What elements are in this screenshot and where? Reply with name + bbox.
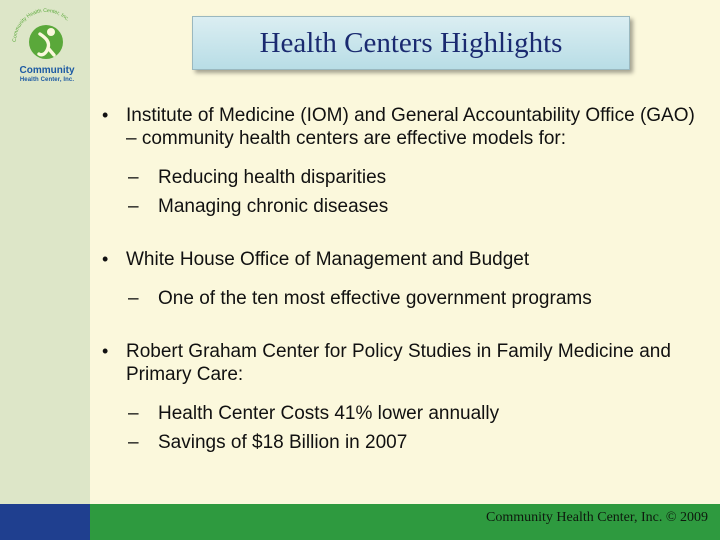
footer-bar	[0, 504, 720, 540]
sub-bullet-item: – Reducing health disparities	[100, 166, 700, 189]
bullet-marker: •	[102, 105, 109, 125]
sub-bullet-item: – Managing chronic diseases	[100, 195, 700, 218]
logo: Community Health Center, Inc.	[6, 8, 86, 92]
logo-name-line2: Health Center, Inc.	[19, 76, 75, 83]
bullet-text: Institute of Medicine (IOM) and General …	[126, 105, 695, 149]
bullet-item: • White House Office of Management and B…	[100, 248, 700, 271]
sub-bullet-marker: –	[128, 167, 139, 188]
sub-bullet-marker: –	[128, 432, 139, 453]
sub-bullet-text: Managing chronic diseases	[158, 196, 389, 217]
title-box: Health Centers Highlights	[192, 16, 630, 70]
sub-bullet-marker: –	[128, 196, 139, 217]
sub-bullet-text: Savings of $18 Billion in 2007	[158, 432, 408, 453]
bullet-item: • Institute of Medicine (IOM) and Genera…	[100, 104, 700, 150]
sub-bullet-item: – Health Center Costs 41% lower annually	[100, 402, 700, 425]
logo-wordmark: Community Health Center, Inc.	[14, 65, 80, 83]
footer-copyright: Community Health Center, Inc. © 2009	[486, 510, 708, 525]
sub-bullet-marker: –	[128, 403, 139, 424]
slide-content: • Institute of Medicine (IOM) and Genera…	[100, 104, 700, 454]
sub-bullet-text: One of the ten most effective government…	[158, 288, 592, 309]
sub-bullet-item: – Savings of $18 Billion in 2007	[100, 431, 700, 454]
footer-bar-accent	[0, 504, 90, 540]
bullet-text: Robert Graham Center for Policy Studies …	[126, 341, 671, 385]
left-sidebar-band	[0, 0, 90, 504]
page-title: Health Centers Highlights	[259, 26, 563, 59]
sub-bullet-text: Health Center Costs 41% lower annually	[158, 403, 500, 424]
sub-bullet-item: – One of the ten most effective governme…	[100, 287, 700, 310]
bullet-marker: •	[102, 341, 109, 361]
sub-bullet-marker: –	[128, 288, 139, 309]
bullet-item: • Robert Graham Center for Policy Studie…	[100, 340, 700, 386]
logo-name-line1: Community	[19, 65, 75, 76]
sub-bullet-text: Reducing health disparities	[158, 167, 387, 188]
bullet-text: White House Office of Management and Bud…	[126, 249, 530, 270]
logo-mark-icon: Community Health Center, Inc.	[12, 8, 70, 59]
bullet-marker: •	[102, 249, 109, 269]
